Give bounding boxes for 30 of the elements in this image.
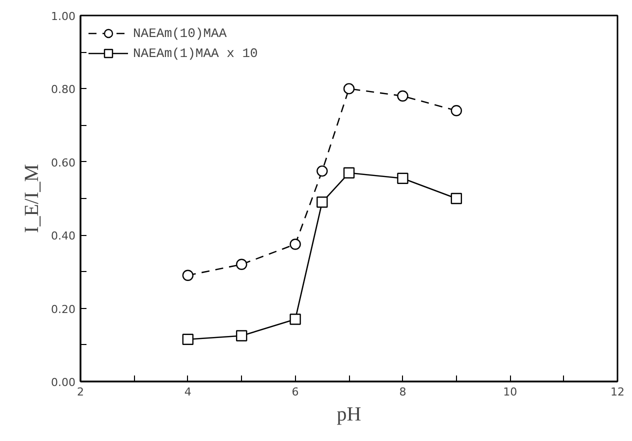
legend-label: NAEAm(10)MAA: [133, 26, 227, 40]
x-tick-label: 6: [292, 386, 299, 398]
point: [397, 172, 408, 184]
y-tick-label: 0.60: [51, 156, 76, 170]
x-tick-label: 2: [77, 386, 84, 398]
x-tick-label: 4: [184, 386, 192, 398]
y-tick-label: 0.40: [51, 230, 76, 243]
legend-label: NAEAm(1)MAA x 10: [133, 46, 258, 60]
point: [316, 165, 328, 177]
y-tick-label: 0.00: [51, 376, 76, 389]
point: [182, 270, 194, 281]
point: [450, 192, 462, 204]
point: [343, 83, 355, 94]
point: [343, 167, 355, 178]
x-tick-label: 8: [399, 386, 406, 398]
point: [290, 314, 301, 325]
y-axis-title: I_E/I_M: [21, 164, 44, 233]
x-tick-label: 12: [610, 386, 624, 398]
point: [182, 334, 194, 346]
x-axis-title: pH: [336, 404, 362, 426]
point: [290, 238, 301, 250]
y-tick-label: 0.80: [51, 83, 76, 96]
point: [397, 90, 408, 102]
point: [316, 196, 328, 208]
point: [450, 105, 462, 116]
y-tick-label: 0.20: [51, 302, 76, 316]
point: [236, 330, 248, 342]
y-tick-label: 1.00: [51, 10, 76, 23]
point: [236, 258, 248, 270]
x-tick-label: 10: [503, 386, 518, 398]
